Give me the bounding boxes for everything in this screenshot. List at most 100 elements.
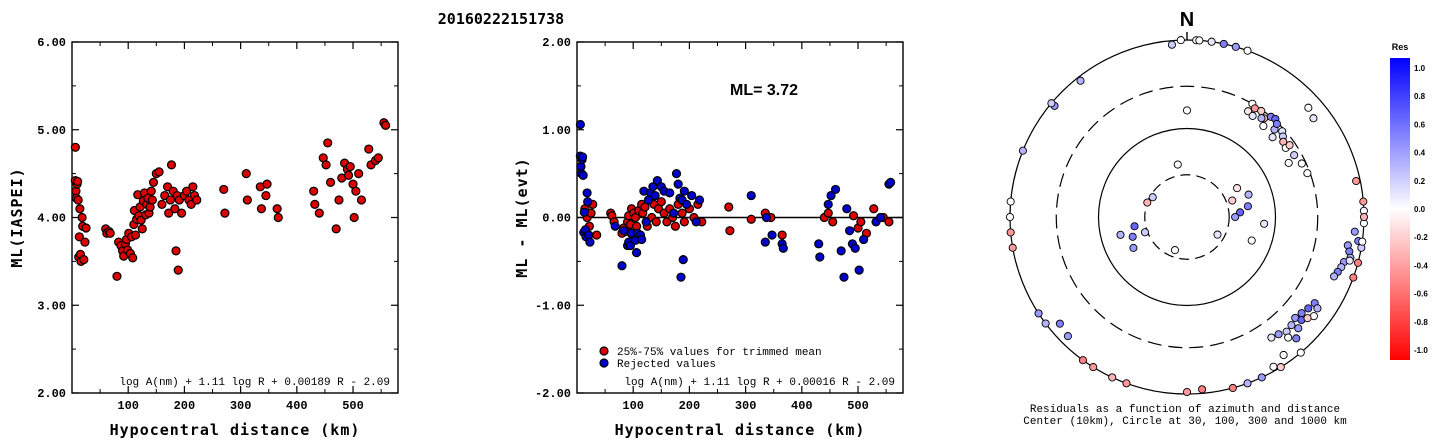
colorbar-tick-label: -0.6 xyxy=(1414,290,1428,299)
data-point xyxy=(128,253,138,263)
colorbar-tick-label: 0.8 xyxy=(1414,92,1426,101)
data-point xyxy=(678,255,688,265)
station-point xyxy=(1294,324,1303,333)
y-axis-label: ML - ML(evt) xyxy=(513,157,531,277)
station-point xyxy=(1330,272,1339,281)
station-point xyxy=(1269,362,1278,371)
data-point xyxy=(679,217,689,227)
colorbar-tick-label: -0.8 xyxy=(1414,318,1428,327)
station-point xyxy=(1108,373,1117,382)
data-point xyxy=(146,186,156,196)
data-point xyxy=(746,214,756,224)
data-point xyxy=(746,190,756,201)
station-point xyxy=(1198,385,1207,394)
data-point xyxy=(273,212,283,223)
station-point xyxy=(1259,121,1268,131)
station-point xyxy=(1236,208,1245,217)
station-point xyxy=(1231,212,1240,222)
data-point xyxy=(823,208,833,218)
data-point xyxy=(651,217,661,227)
station-point xyxy=(1076,76,1085,85)
data-point xyxy=(845,226,855,236)
data-point xyxy=(345,162,355,172)
station-point xyxy=(1063,332,1072,341)
data-point xyxy=(859,234,869,245)
data-point xyxy=(650,190,660,201)
data-point xyxy=(724,202,734,212)
data-point xyxy=(177,208,187,218)
station-point xyxy=(1353,258,1363,267)
y-tick-label: 0.00 xyxy=(542,212,571,226)
colorbar-tick-label: 0.2 xyxy=(1414,177,1426,186)
data-point xyxy=(884,217,894,227)
colorbar-tick-label: 0.6 xyxy=(1414,120,1426,129)
colorbar-tick-label: -0.2 xyxy=(1414,233,1428,242)
data-point xyxy=(856,217,866,227)
data-point xyxy=(610,221,620,231)
data-point xyxy=(77,212,87,223)
data-point xyxy=(80,237,90,247)
data-point xyxy=(676,272,686,282)
data-point xyxy=(875,212,886,223)
data-point xyxy=(220,208,230,218)
data-point xyxy=(381,120,391,130)
station-point xyxy=(1296,348,1305,357)
station-point xyxy=(1304,103,1313,112)
data-point xyxy=(641,217,651,227)
station-point xyxy=(1272,119,1281,128)
data-point xyxy=(241,169,251,179)
colorbar-tick-label: -1.0 xyxy=(1414,346,1428,355)
y-tick-label: 2.00 xyxy=(37,387,66,401)
y-tick-label: 6.00 xyxy=(37,36,66,50)
data-point xyxy=(592,230,602,240)
data-point xyxy=(73,176,83,187)
station-point xyxy=(1359,212,1369,222)
station-point xyxy=(1303,314,1312,323)
data-point xyxy=(188,182,198,192)
station-point xyxy=(1297,159,1306,168)
station-point xyxy=(1304,304,1313,313)
data-point xyxy=(631,248,642,258)
ring-30km xyxy=(1144,174,1230,260)
data-point xyxy=(171,246,181,256)
data-point xyxy=(578,170,588,180)
data-point xyxy=(192,195,202,205)
data-point xyxy=(886,177,896,187)
data-point xyxy=(677,208,687,218)
station-point xyxy=(1345,256,1354,265)
data-point xyxy=(73,195,83,205)
data-point xyxy=(364,144,374,154)
colorbar-tick-label: 1.0 xyxy=(1414,64,1426,73)
colorbar-title: Res xyxy=(1392,42,1409,52)
x-tick-label: 100 xyxy=(117,399,139,413)
data-point xyxy=(694,195,705,205)
data-point xyxy=(848,211,859,221)
data-point xyxy=(70,142,80,152)
data-point xyxy=(310,199,320,209)
data-point xyxy=(682,199,692,209)
station-point xyxy=(1268,133,1277,142)
station-point xyxy=(1089,363,1098,372)
data-point xyxy=(761,212,772,223)
ml-value-annotation: ML= 3.72 xyxy=(730,82,798,99)
station-point xyxy=(1005,212,1015,222)
data-point xyxy=(725,226,735,236)
polar-caption-line2: Center (10km), Circle at 30, 100, 300 an… xyxy=(1023,416,1347,428)
ml-scatter-panel: 2.00 3.00 4.00 5.00 6.00 100 200 300 400 500 Hypoc… xyxy=(8,36,399,439)
residual-colorbar: Res 1.0 0.8 0.6 0.4 0.2 0.0 -0.2 -0.4 -0.6 -0.8 -1.… xyxy=(1390,42,1428,360)
y-tick-label: -1.00 xyxy=(535,299,571,313)
x-tick-label: 400 xyxy=(286,399,308,413)
data-point xyxy=(828,217,838,227)
station-point xyxy=(1276,363,1285,372)
station-point xyxy=(1195,36,1204,45)
data-point xyxy=(656,197,666,207)
legend-marker xyxy=(599,358,609,368)
station-point xyxy=(1350,227,1359,236)
data-point xyxy=(850,243,860,253)
data-point xyxy=(665,188,675,198)
station-point xyxy=(1041,319,1050,328)
station-point xyxy=(1034,309,1043,318)
x-axis-label: Hypocentral distance (km) xyxy=(615,421,866,439)
data-point xyxy=(767,230,777,240)
